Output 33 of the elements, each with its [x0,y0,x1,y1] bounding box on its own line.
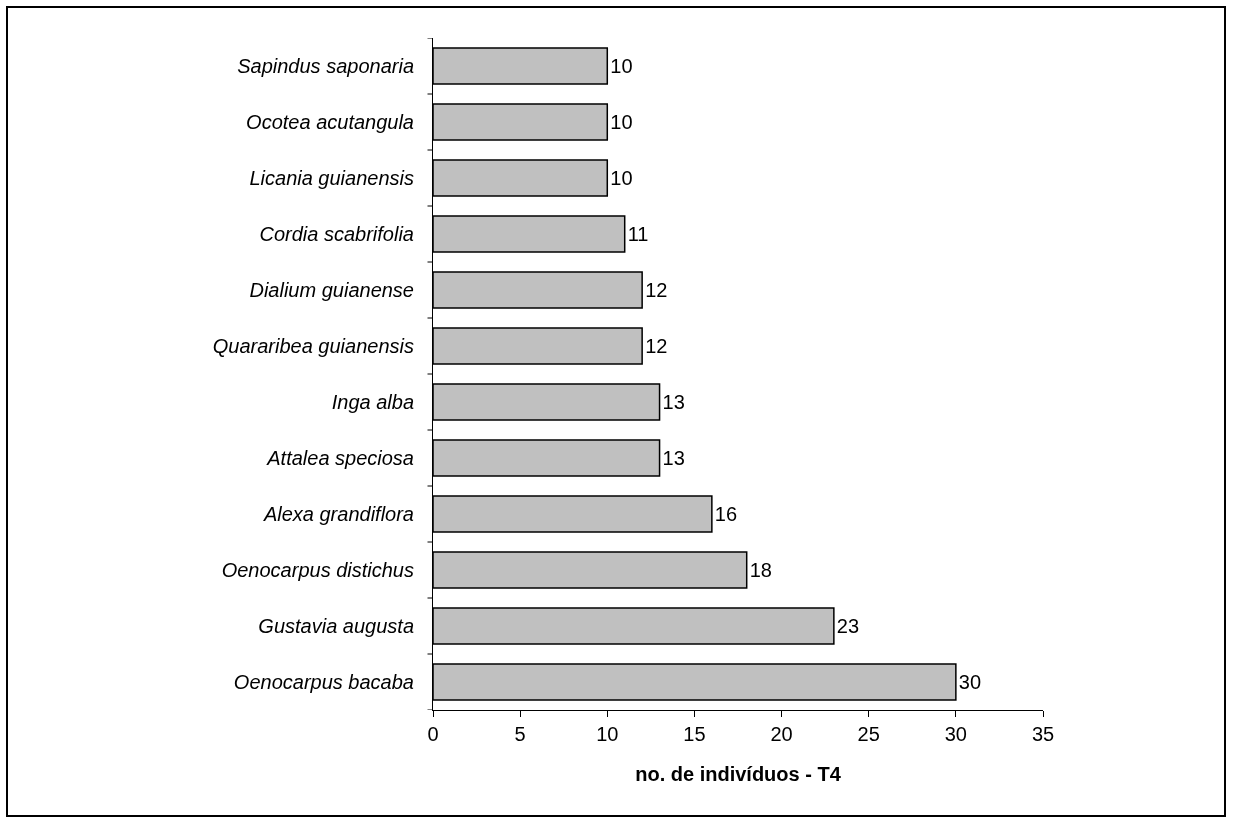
data-label: 13 [662,447,685,469]
y-tick-label: Sapindus saponaria [237,55,414,77]
data-label: 10 [610,167,633,189]
data-label: 16 [714,503,738,525]
data-label: 12 [645,335,668,357]
y-tick-label: Attalea speciosa [266,447,414,469]
data-label: 23 [836,615,860,637]
x-tick-label: 30 [944,723,967,745]
data-label: 12 [645,279,668,301]
x-tick-label: 35 [1031,723,1055,745]
x-tick-label: 5 [514,723,526,745]
x-tick-label: 25 [857,723,880,745]
y-tick-label: Alexa grandiflora [262,503,414,525]
data-label: 18 [749,559,772,581]
data-label: 10 [610,111,633,133]
y-tick-label: Dialium guianense [249,279,414,301]
y-tick-label: Ocotea acutangula [246,111,414,133]
data-label: 10 [610,55,633,77]
data-label: 11 [627,223,649,245]
y-tick-label: Cordia scabrifolia [259,223,414,245]
x-tick-label: 10 [596,723,619,745]
data-label: 13 [662,391,685,413]
x-tick-label: 15 [683,723,706,745]
y-tick-label: Oenocarpus bacaba [233,671,414,693]
x-tick-label: 0 [427,723,439,745]
y-tick-label: Inga alba [331,391,414,413]
x-tick-label: 20 [770,723,793,745]
y-tick-label: Oenocarpus distichus [221,559,414,581]
data-label: 30 [958,671,982,693]
y-tick-label: Quararibea guianensis [212,335,414,357]
y-tick-label: Gustavia augusta [258,615,414,637]
x-axis-title: no. de indivíduos - T4 [635,762,842,785]
y-tick-label: Licania guianensis [249,167,414,189]
